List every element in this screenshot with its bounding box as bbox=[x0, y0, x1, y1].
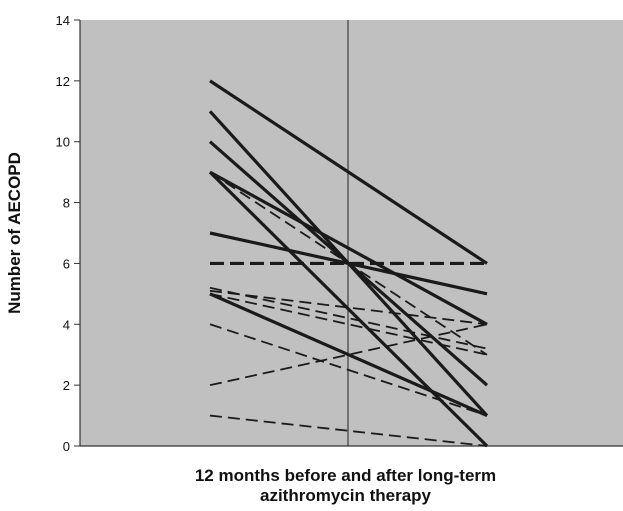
y-tick-label: 2 bbox=[63, 378, 70, 393]
series-line-10 bbox=[209, 286, 488, 350]
series-line-15 bbox=[209, 414, 488, 447]
x-axis-label-line-1: 12 months before and after long-term bbox=[195, 466, 496, 485]
series-line-7 bbox=[209, 292, 488, 418]
y-tick-label: 14 bbox=[56, 13, 70, 28]
y-tick-label: 6 bbox=[63, 256, 70, 271]
series-line-4 bbox=[209, 170, 488, 326]
y-tick-label: 12 bbox=[56, 74, 70, 89]
series-group bbox=[208, 79, 489, 448]
y-ticks-group: 0 2 4 6 8 10 12 14 bbox=[56, 13, 80, 454]
series-line-1 bbox=[209, 79, 488, 265]
y-tick-label: 0 bbox=[63, 439, 70, 454]
y-tick-label: 10 bbox=[56, 135, 70, 150]
plot-area bbox=[80, 20, 623, 446]
y-tick-label: 8 bbox=[63, 196, 70, 211]
series-line-11 bbox=[209, 289, 488, 326]
y-tick-label: 4 bbox=[63, 317, 70, 332]
series-line-9 bbox=[209, 171, 488, 356]
x-axis-label-line-2: azithromycin therapy bbox=[260, 486, 432, 505]
series-line-13 bbox=[209, 323, 488, 417]
y-axis-label: Number of AECOPD bbox=[5, 152, 24, 314]
series-line-12 bbox=[209, 292, 488, 356]
series-line-14 bbox=[209, 323, 488, 387]
